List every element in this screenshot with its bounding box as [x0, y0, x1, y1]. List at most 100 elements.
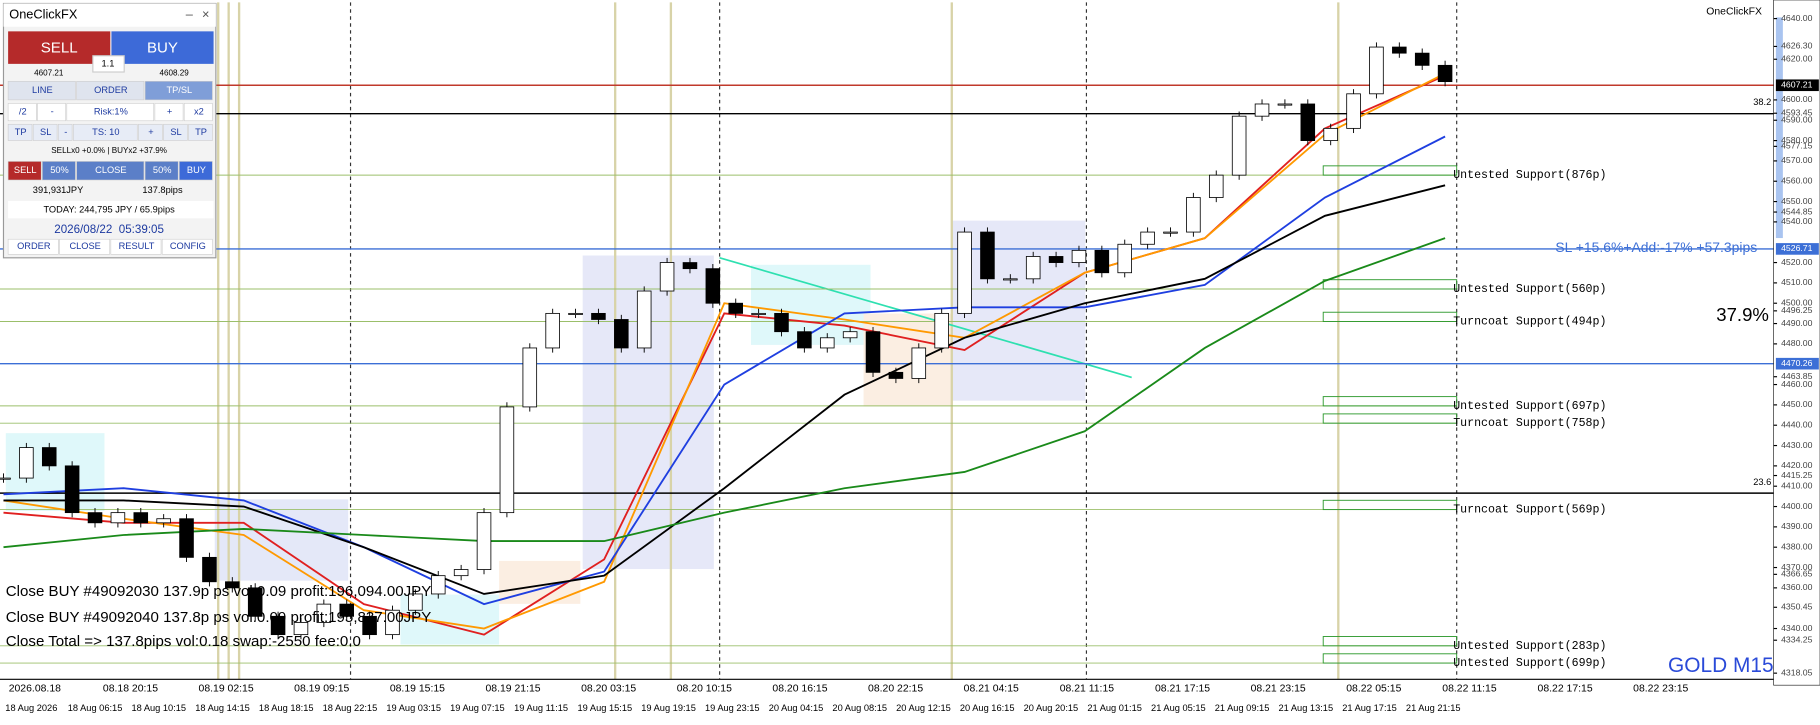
candle	[499, 406, 515, 514]
candle	[1254, 103, 1270, 117]
candle	[1094, 249, 1110, 274]
moving-average	[3, 184, 1446, 595]
minimize[interactable]: –	[186, 6, 194, 21]
y-tick-label: 4500.00	[1781, 298, 1813, 308]
date-label: 19 Aug 23:15	[705, 703, 760, 713]
time-label: 08.19 09:15	[294, 683, 349, 694]
date-label: 18 Aug 06:15	[68, 703, 123, 713]
level-label: Turncoat Support(758p)	[1453, 417, 1606, 430]
y-tick-label: 4544.85	[1781, 206, 1813, 216]
close-row-button[interactable]	[7, 161, 42, 181]
tabs-button[interactable]	[7, 81, 76, 101]
price-tag	[1775, 357, 1819, 370]
y-tick-label: 4580.00	[1781, 135, 1813, 145]
buy-price: 4608.29	[159, 68, 189, 77]
sl-text: SL +15.6%+Add:-17% +57.3pips	[1555, 239, 1757, 255]
buttons-button[interactable]	[59, 238, 110, 255]
trend-line	[719, 256, 1132, 379]
time-label: 08.20 16:15	[772, 683, 827, 694]
close-row-button[interactable]	[76, 161, 145, 181]
candle	[1392, 46, 1407, 54]
candle	[636, 290, 652, 349]
date-label: 19 Aug 07:15	[450, 703, 505, 713]
y-tick-label: 4590.00	[1781, 115, 1813, 125]
y-tick-label: 4520.00	[1781, 257, 1813, 267]
panel-titlebar	[3, 3, 216, 27]
time-label: 08.19 21:15	[485, 683, 540, 694]
chart: 38.2 23.6 Untested Support(876p) Untested S…	[0, 42, 1774, 670]
buttons-button[interactable]	[161, 238, 213, 255]
risk-row-button[interactable]	[66, 103, 155, 122]
fib-label: 23.6	[1753, 477, 1771, 487]
moving-average	[3, 135, 1446, 606]
y-tick-label: 4360.00	[1781, 582, 1813, 592]
ts-row-button[interactable]	[57, 123, 73, 141]
candle	[385, 609, 400, 636]
level-label: Untested Support(283p)	[1453, 640, 1606, 653]
time-label: 08.19 15:15	[390, 683, 445, 694]
candle	[202, 556, 217, 583]
tabs-button[interactable]	[76, 81, 145, 101]
ts-row-button[interactable]	[7, 123, 33, 141]
date-label: 18 Aug 10:15	[131, 703, 186, 713]
time-label: 08.22 05:15	[1346, 683, 1401, 694]
time-label: 2026.08.18	[9, 683, 61, 694]
date-label: 18 Aug 14:15	[195, 703, 250, 713]
close-row-button[interactable]	[179, 161, 213, 181]
level-box	[1322, 413, 1458, 424]
risk-row-button[interactable]	[7, 103, 37, 122]
date-label: 18 Aug 22:15	[323, 703, 378, 713]
candle	[0, 477, 11, 480]
close-row-label: SELL	[14, 165, 37, 175]
risk-row-button[interactable]	[183, 103, 213, 122]
candle	[659, 262, 675, 292]
level-label: Untested Support(876p)	[1453, 169, 1606, 182]
y-tick-label: 4480.00	[1781, 338, 1813, 348]
ts-row-button[interactable]	[188, 123, 213, 141]
ts-row-button[interactable]	[163, 123, 188, 141]
candle	[751, 312, 766, 315]
level-box	[1322, 165, 1458, 176]
risk-row-button[interactable]	[154, 103, 184, 122]
status: SELLx0 +0.0% | BUYx2 +37.9%	[51, 146, 167, 155]
ts-row-button[interactable]	[72, 123, 138, 141]
ts-row-label: TP	[15, 127, 27, 137]
ts-row-label: TS: 10	[92, 127, 119, 137]
risk-row-button[interactable]	[37, 103, 66, 122]
ts-row-button[interactable]	[32, 123, 58, 141]
close-row-button[interactable]	[144, 161, 179, 181]
candle	[614, 319, 629, 349]
y-tick-label: 4410.00	[1781, 481, 1813, 491]
risk-row-label: -	[51, 107, 54, 117]
candle	[1025, 256, 1041, 280]
lot-box[interactable]	[92, 55, 125, 73]
time-label: 08.22 11:15	[1442, 683, 1497, 694]
buttons-button[interactable]	[7, 238, 59, 255]
buy-label: BUY	[147, 40, 178, 57]
candle	[1163, 231, 1178, 234]
tabs-button[interactable]	[144, 81, 213, 101]
fib-label: 38.2	[1753, 97, 1771, 107]
buy-button[interactable]	[111, 31, 214, 64]
candle	[179, 518, 194, 558]
candle	[293, 622, 309, 636]
y-tick-label: 4400.00	[1781, 501, 1813, 511]
y-tick-label: 4510.00	[1781, 277, 1813, 287]
level-box	[1322, 636, 1458, 647]
time-label: 08.21 17:15	[1155, 683, 1210, 694]
ts-row-button[interactable]	[138, 123, 163, 141]
candle	[270, 615, 286, 636]
y-tick-label: 4577.15	[1781, 141, 1813, 151]
date-label: 20 Aug 20:15	[1024, 703, 1079, 713]
y-tick-label: 4593.45	[1781, 108, 1813, 118]
y-tick-label: 4415.25	[1781, 470, 1813, 480]
y-tick-label: 4540.00	[1781, 216, 1813, 226]
close-row-button[interactable]	[42, 161, 76, 181]
y-tick-label: 4380.00	[1781, 541, 1813, 551]
buttons-button[interactable]	[110, 238, 162, 255]
date-label: 19 Aug 11:15	[514, 703, 568, 713]
close-button[interactable]: ×	[202, 6, 209, 21]
time-label: 08.21 04:15	[964, 683, 1019, 694]
candle	[316, 603, 332, 623]
